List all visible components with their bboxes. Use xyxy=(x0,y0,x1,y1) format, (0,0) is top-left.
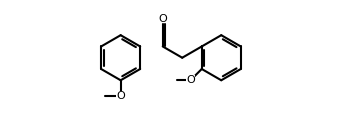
Text: O: O xyxy=(116,91,125,101)
Text: O: O xyxy=(158,14,167,24)
Text: O: O xyxy=(186,75,195,85)
